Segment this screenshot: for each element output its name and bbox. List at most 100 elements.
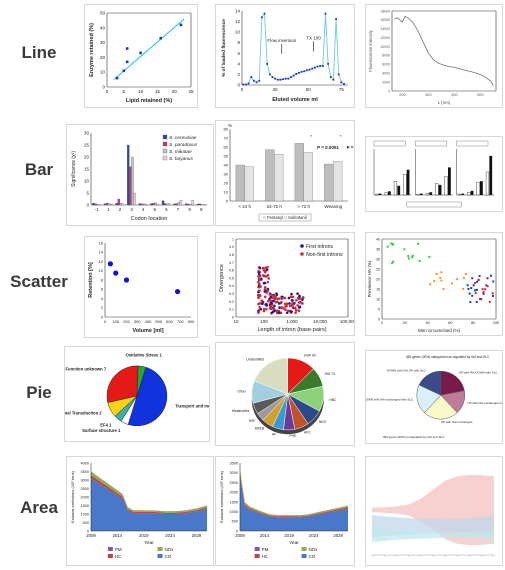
data-point [258, 301, 262, 305]
bar [403, 174, 407, 196]
data-point [343, 83, 345, 85]
bar [425, 192, 430, 196]
bar [191, 200, 194, 206]
x-tick-label: 300 [134, 319, 141, 324]
y-tick-label: 30 [376, 257, 380, 261]
y-tick-label: 4 [101, 296, 104, 301]
data-point [259, 277, 263, 280]
bar [196, 203, 200, 206]
bar [168, 203, 171, 206]
y-tick-label: 60 [224, 145, 229, 150]
data-point [123, 277, 130, 283]
data-point [337, 73, 340, 76]
legend-box [406, 201, 462, 208]
bar [140, 203, 144, 206]
bar [198, 203, 202, 206]
data-point [411, 256, 414, 259]
data-point [276, 300, 279, 304]
x-tick-label: 100 [260, 319, 268, 324]
x-tick-label: 40 [425, 321, 429, 325]
data-point [266, 62, 269, 65]
data-point [260, 16, 263, 19]
y-tick-label: 35 [376, 247, 380, 251]
y-tick-label: 4 [237, 61, 240, 66]
data-point [428, 255, 431, 258]
y-tick-label: 10 [99, 268, 104, 273]
data-point [266, 287, 270, 291]
data-point [283, 296, 287, 300]
bar [175, 203, 178, 206]
slice-label: NKS [319, 420, 327, 424]
x-tick-label: 10 [138, 89, 144, 94]
bar [476, 181, 480, 196]
y-tick-label: 3500 [230, 461, 238, 465]
row-label-area: Area [20, 498, 58, 517]
chart-svg: 2009 2014 2019 2024 2029 0 500 1000 1500 2000 2500… [219, 461, 348, 559]
x-tick-label: 5 [154, 207, 157, 212]
annotation-label: * [340, 134, 342, 139]
x-axis-label: Year [144, 540, 154, 546]
chart-svg [373, 140, 494, 208]
legend-label: HC [115, 554, 122, 559]
y-tick-label: 0 [232, 315, 234, 319]
y-axis-label: Fluorescence intensity [368, 29, 373, 72]
bar [131, 156, 134, 206]
x-tick-label: 2009 [235, 533, 245, 538]
data-point [265, 291, 268, 294]
data-point [280, 300, 283, 304]
y-tick-label: 14 [235, 9, 241, 14]
legend-swatch [301, 554, 307, 558]
data-point [482, 292, 485, 295]
data-point [253, 79, 255, 82]
chart-svg: Transport and metabolism 12 Surface struc… [65, 352, 209, 433]
slice-label: AF2 [304, 431, 310, 435]
bar [179, 200, 183, 206]
x-tick-label: 2 [119, 207, 122, 212]
legend-swatch [301, 547, 307, 551]
y-tick-label: 80 [224, 127, 229, 132]
bar [461, 193, 465, 195]
x-tick-label: 5 [123, 89, 126, 94]
legend-swatch [162, 148, 168, 154]
data-point [258, 289, 261, 293]
data-point [335, 18, 337, 20]
data-point [474, 289, 477, 292]
y-tick-label: 40 [376, 237, 380, 241]
data-point [264, 275, 268, 278]
data-point [287, 77, 290, 80]
data-point [391, 261, 394, 264]
data-point [285, 311, 289, 315]
chart-area-a: 2009 2014 2019 2024 2029 0 500 1000 1500 2000 2500… [66, 456, 214, 566]
x-tick-label: Weaning [324, 204, 342, 209]
data-point [250, 76, 253, 78]
row-label-bar: Bar [24, 160, 54, 179]
data-point [407, 255, 410, 258]
data-point [258, 282, 261, 285]
data-point [478, 297, 481, 300]
data-point [291, 295, 295, 299]
x-tick-label: 1,000 [286, 319, 298, 324]
slice-label: Transport and metabolism 12 [175, 404, 209, 409]
data-point [306, 69, 308, 72]
x-axis-label: Codon location [131, 216, 168, 222]
data-point [257, 295, 261, 299]
y-tick-label: 1500 [230, 500, 238, 504]
slice-label: Surface structure 1 [82, 428, 121, 433]
data-point [301, 298, 304, 301]
chart-line-c: 200 300 400 500 0 2000 4000 6000 8000 10000 12000 1… [365, 4, 503, 108]
data-point [429, 283, 432, 286]
data-point [292, 74, 295, 77]
bar [378, 193, 382, 195]
data-point [242, 83, 245, 86]
data-point [272, 299, 275, 303]
chart-bar-c [365, 136, 503, 212]
bar [406, 169, 410, 195]
data-point [159, 36, 163, 40]
data-point [107, 261, 113, 267]
data-point [269, 295, 273, 299]
data-point [280, 295, 284, 299]
slice-label: UP with IAA unchanged [441, 420, 473, 424]
data-point [257, 274, 261, 278]
chart-svg: 10 100 1,000 10,000 100,000 0 0.1 0.2 0.3 0.4 0.5 0… [219, 237, 354, 333]
